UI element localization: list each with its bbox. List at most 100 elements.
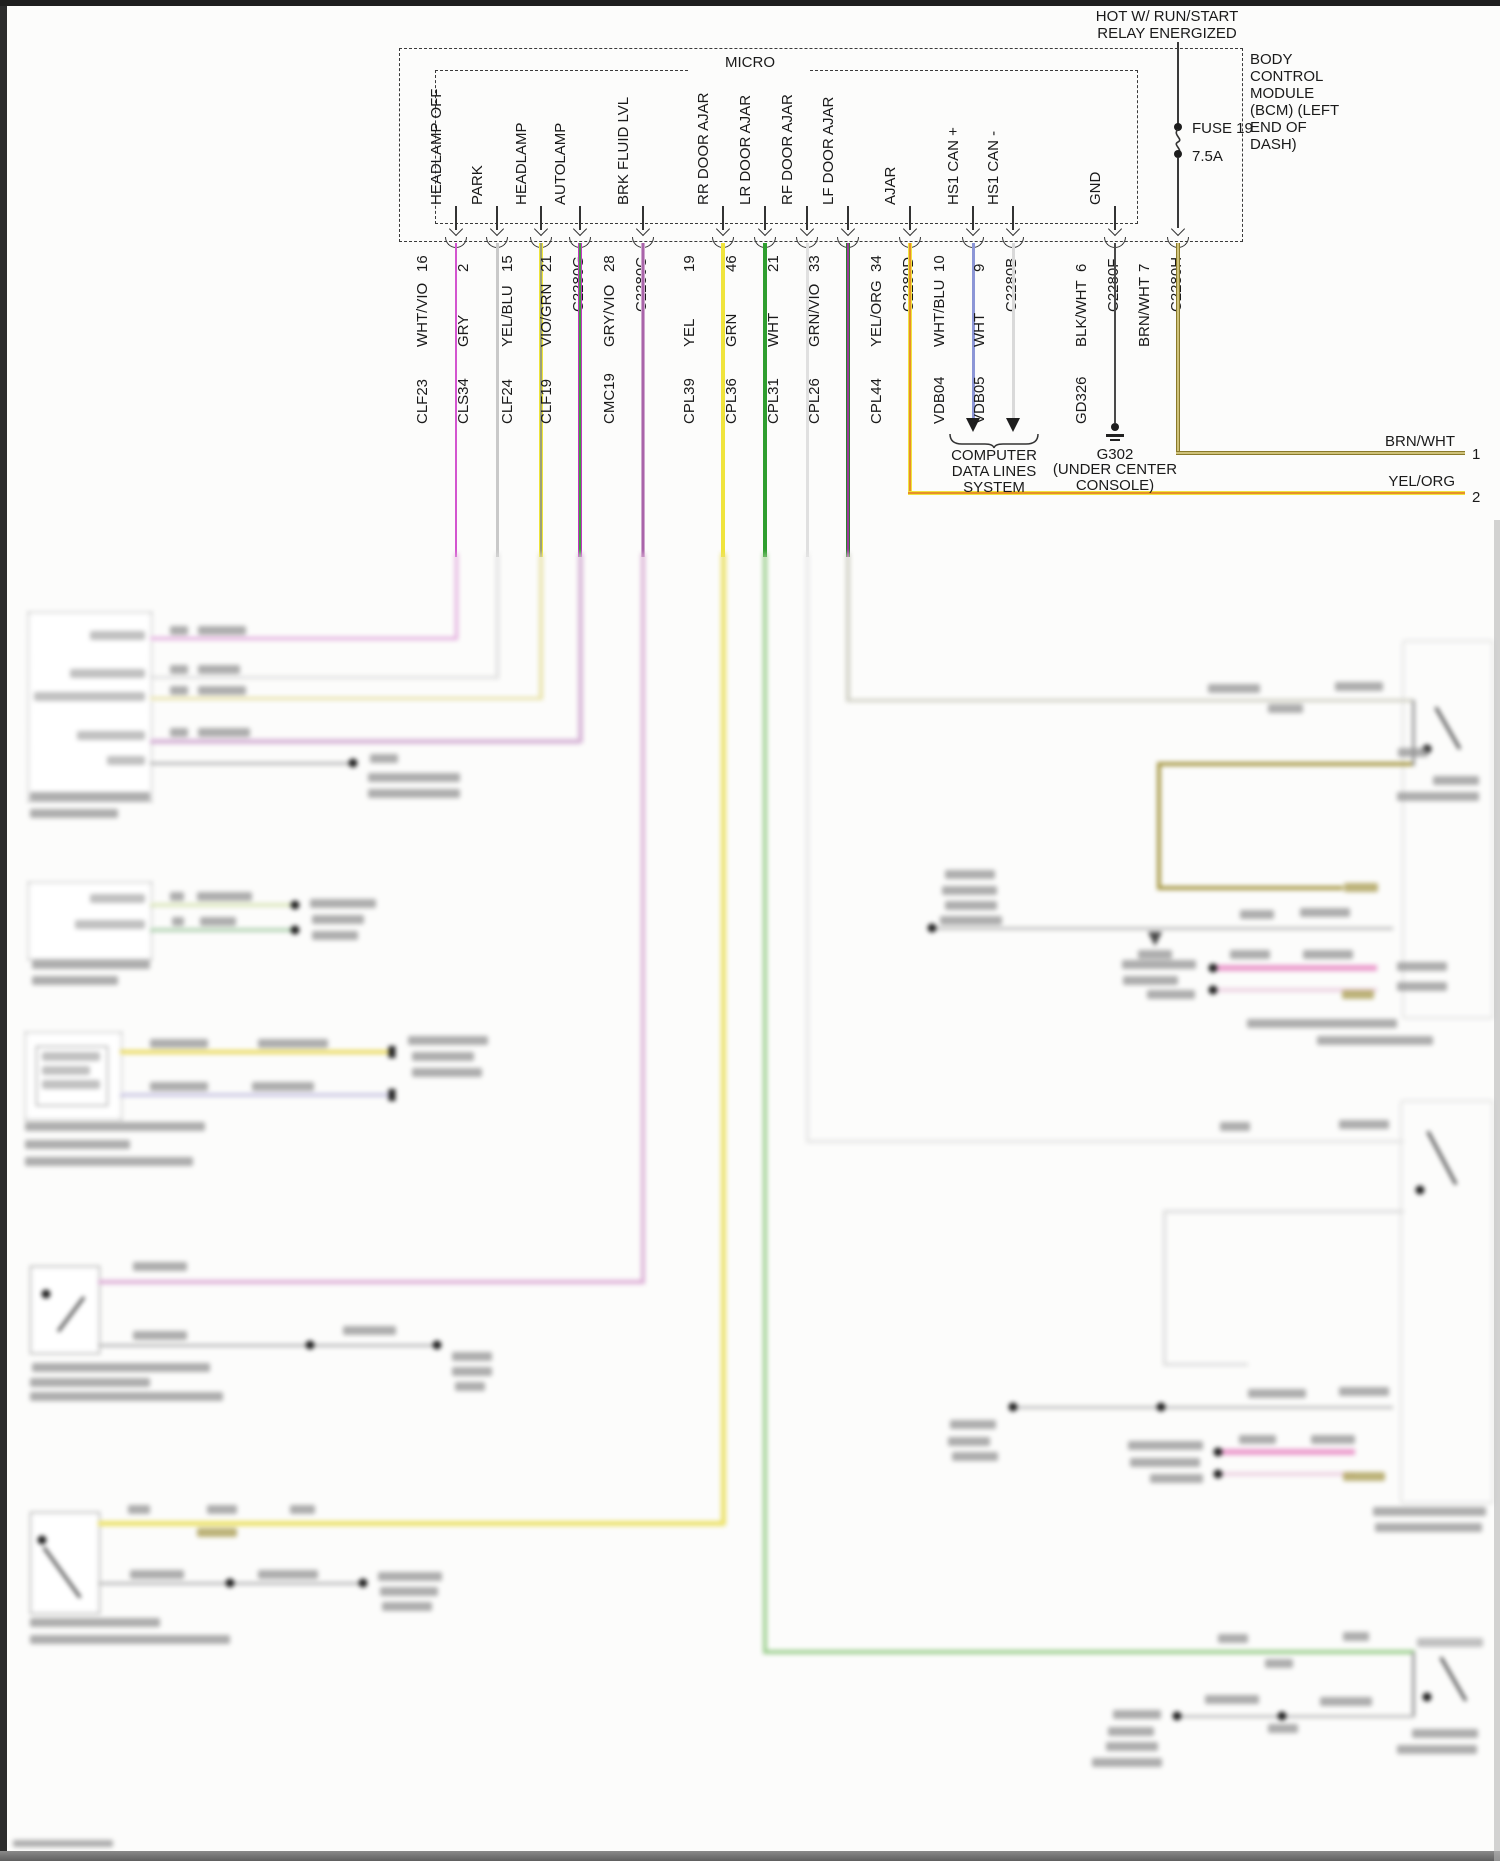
blurred-text [1320,1697,1372,1706]
blurred-text [1130,1458,1200,1467]
blurred-text [942,886,997,895]
blurred-text [197,1528,237,1537]
blurred-text [1433,776,1479,785]
ground-bar1-icon [1106,434,1124,437]
blurred-text [945,901,997,910]
blurred-ground-wire [1177,1715,1413,1718]
pin-connector-4-icon [631,237,655,248]
blurred-text [1247,1019,1397,1028]
blurred-pale-wire [1163,1363,1248,1366]
blurred-text [1412,1729,1478,1738]
junction-dot [290,900,300,910]
blurred-pale-wire [1163,1210,1166,1366]
blurred-text [1092,1758,1162,1767]
blurred-wire-yel-run [98,1521,725,1526]
junction-dot [1277,1711,1287,1721]
blurred-text [32,1363,210,1372]
blurred-wire-to-switch [848,699,1413,702]
wire-yel-blu-cont [539,553,543,700]
blurred-pink-wire [1220,1449,1355,1455]
junction-dot [1208,963,1218,973]
blurred-text [1150,1474,1203,1483]
pin-connector-7-icon [795,237,819,248]
blurred-text [90,631,145,640]
blurred-text [1268,1724,1298,1733]
wire-vio-grn [578,243,582,557]
blurred-text [42,1080,100,1089]
wire-gry [495,243,499,557]
blurred-text [32,976,118,985]
blurred-text [948,1437,990,1446]
blurred-text [200,917,236,926]
pin-arrow-9 [909,206,911,230]
blurred-text [940,916,1002,925]
pin-connector-13-icon [1166,237,1190,248]
blurred-olive-wire-left [1157,762,1161,889]
pin-connector-0-icon [444,237,468,248]
blurred-text [130,1570,184,1579]
blurred-olive-wire-bottom [1157,886,1343,890]
blurred-text [133,1262,187,1271]
wire-wht-vio [454,243,458,557]
blurred-text [952,1452,998,1461]
data-line-arrow-icon [1006,418,1020,432]
fuse-feed-wire [1177,42,1179,125]
blurred-text [90,894,145,903]
blurred-text [1342,990,1374,999]
blurred-wire-row2 [150,676,497,679]
blurred-watermark [13,1840,113,1847]
blurred-wire [120,1050,393,1054]
blurred-text [1220,1122,1250,1131]
blurred-text [32,960,150,969]
pin-arrow-12 [1114,206,1116,230]
blurred-text [455,1382,485,1391]
blurred-wire-grn-run [763,1650,1415,1654]
blurred-text [1373,1507,1486,1516]
blurred-brake-switch-box [30,1266,100,1354]
blurred-text [1339,1387,1389,1396]
wire-yel-org-horizontal [908,491,1465,495]
blurred-wire [150,903,293,907]
blurred-text [70,669,145,678]
pin-connector-11-icon [1001,237,1025,248]
pin-arrow-3 [579,206,581,230]
ground-dot-icon [1111,423,1119,431]
blurred-text [128,1505,150,1514]
blurred-text [1339,1120,1389,1129]
blurred-module-outline [1402,640,1494,1019]
blurred-wire [120,1093,393,1097]
blurred-text [133,1331,187,1340]
connector-square [388,1089,396,1101]
scan-edge-top [0,0,1500,6]
blurred-pale-pink-wire [1220,1472,1355,1476]
blurred-text [1397,982,1447,991]
switch-blade-icon [1439,1656,1468,1702]
power-source-line1: HOT W/ RUN/START [1095,8,1239,25]
blurred-text [107,756,145,765]
blurred-ground-wire [98,1344,437,1347]
blurred-text [1138,950,1172,959]
blurred-text [42,1052,100,1061]
blurred-text [25,1157,193,1166]
data-line-arrow-icon [966,418,980,432]
wire-wht-can [1011,243,1015,418]
blurred-text [150,1039,208,1048]
blurred-pale-wire [1163,1210,1404,1213]
blurred-text [1106,1742,1158,1751]
pin-arrow-5 [722,206,724,230]
computer-data-lines-label: COMPUTER DATA LINES SYSTEM [951,447,1037,496]
blurred-text [412,1052,474,1061]
blurred-text [34,692,145,701]
exit1-number: 1 [1472,446,1481,463]
junction-dot [1008,1402,1018,1412]
ground-name: G302 [1096,446,1134,463]
blurred-text [382,1602,432,1611]
pin-connector-10-icon [961,237,985,248]
blurred-ground-wire [150,762,353,765]
blurred-text [368,789,460,798]
wire-wht-cont [805,553,809,1143]
wire-yel-cont [721,553,726,1525]
micro-label: MICRO [690,54,810,71]
exit1-color-label: BRN/WHT [1385,433,1455,450]
